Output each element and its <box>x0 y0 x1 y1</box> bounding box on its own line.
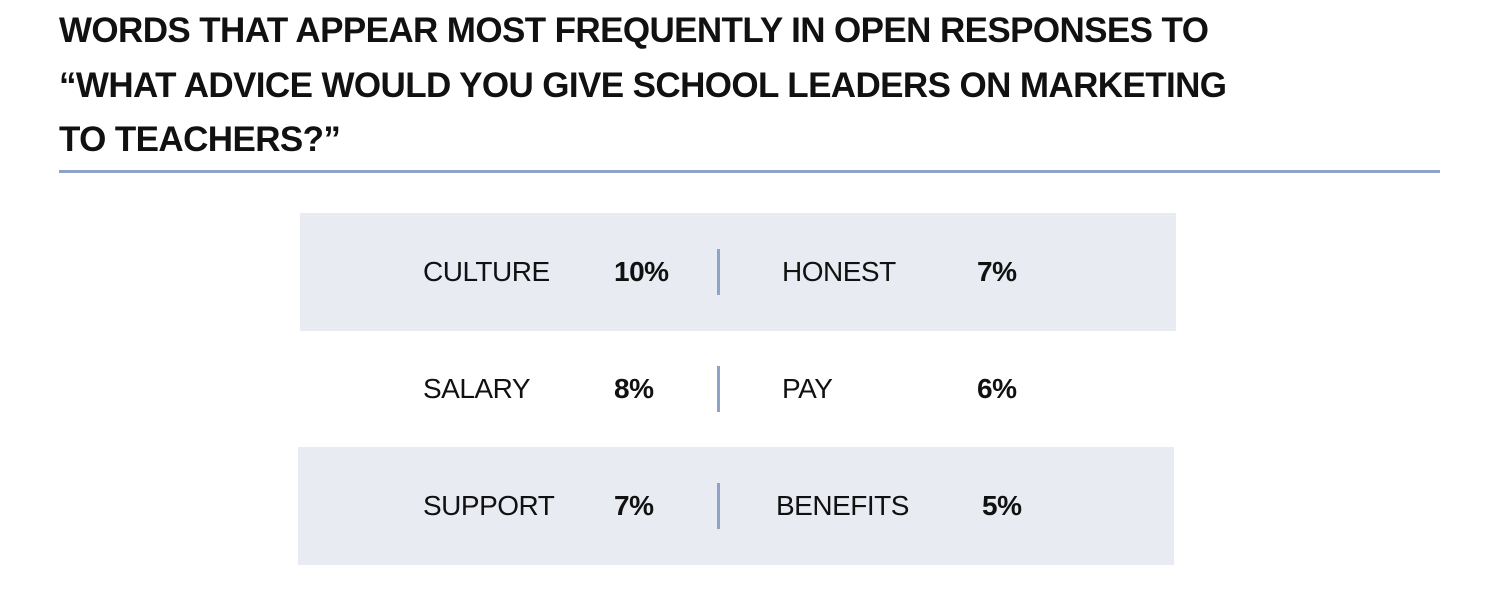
table-row: SUPPORT 7% BENEFITS 5% <box>298 447 1174 565</box>
percent-value: 7% <box>614 490 654 521</box>
percent-value: 7% <box>977 256 1017 287</box>
table-row: CULTURE 10% HONEST 7% <box>300 213 1176 331</box>
percent-value: 6% <box>977 373 1017 404</box>
word-label: PAY <box>782 373 833 404</box>
word-label: BENEFITS <box>776 490 909 521</box>
column-divider <box>717 249 720 295</box>
percent-value: 5% <box>982 490 1022 521</box>
chart-title-line-1: WORDS THAT APPEAR MOST FREQUENTLY IN OPE… <box>59 11 1209 50</box>
word-label: SALARY <box>423 373 531 404</box>
column-divider <box>717 366 720 412</box>
column-divider <box>717 483 720 529</box>
percent-value: 10% <box>614 256 669 287</box>
title-divider-rule <box>59 170 1440 173</box>
word-label: SUPPORT <box>423 490 555 521</box>
table-row: SALARY 8% PAY 6% <box>300 330 1176 448</box>
chart-title-line-2: “WHAT ADVICE WOULD YOU GIVE SCHOOL LEADE… <box>59 65 1227 105</box>
percent-value: 8% <box>614 373 654 404</box>
chart-title: WORDS THAT APPEAR MOST FREQUENTLY IN OPE… <box>59 4 1259 168</box>
chart-title-line-3: TO TEACHERS?” <box>59 120 341 159</box>
word-label: HONEST <box>782 256 896 287</box>
word-label: CULTURE <box>423 256 550 287</box>
